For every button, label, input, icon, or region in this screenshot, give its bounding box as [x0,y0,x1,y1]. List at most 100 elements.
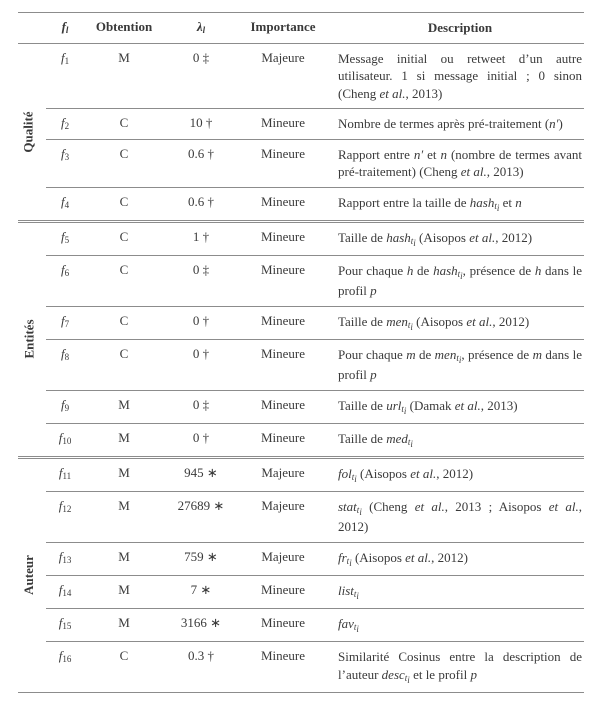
cell-lambda: 945 ∗ [164,459,238,487]
gutter [18,13,46,43]
cell-lambda: 0 † [164,424,238,452]
cell-lambda: 27689 ∗ [164,492,238,520]
cell-f: f1 [46,44,84,72]
cell-obtention: C [84,642,164,670]
cell-obtention: M [84,44,164,72]
table-row: f2C10 †MineureNombre de termes après pré… [46,108,584,139]
cell-importance: Mineure [238,340,328,368]
cell-description: Rapport entre n′ et n (nombre de termes … [328,140,584,187]
cell-lambda: 0 ‡ [164,44,238,72]
cell-lambda: 10 † [164,109,238,137]
group-label: Auteur [18,459,40,692]
cell-importance: Mineure [238,307,328,335]
cell-obtention: M [84,459,164,487]
cell-obtention: M [84,576,164,604]
col-f: fl [46,13,84,41]
table-cells: f10M0 †MineureTaille de medti [46,423,584,456]
cell-obtention: C [84,307,164,335]
cell-f: f15 [46,609,84,637]
cell-lambda: 7 ∗ [164,576,238,604]
cell-description: frti (Aisopos et al., 2012) [328,543,584,575]
table-cells: f7C0 †MineureTaille de menti (Aisopos et… [46,306,584,339]
table-group: Qualitéf1M0 ‡MajeureMessage initial ou r… [18,43,584,220]
col-description: Description [328,13,584,43]
table-row: f6C0 ‡MineurePour chaque h de hashti, pr… [46,255,584,306]
table-row: f10M0 †MineureTaille de medti [46,423,584,456]
table-cells: f16C0.3 †MineureSimilarité Cosinus entre… [46,641,584,692]
table-row: f11M945 ∗Majeurefolti (Aisopos et al., 2… [46,459,584,491]
cell-description: statti (Cheng et al., 2013 ; Aisopos et … [328,492,584,542]
cell-lambda: 1 † [164,223,238,251]
cell-description: Taille de hashti (Aisopos et al., 2012) [328,223,584,255]
group-label: Entités [18,223,40,456]
table-row: f9M0 ‡MineureTaille de urlti (Damak et a… [46,390,584,423]
col-lambda: λl [164,13,238,41]
cell-importance: Majeure [238,543,328,571]
cell-importance: Mineure [238,223,328,251]
group-rows: f11M945 ∗Majeurefolti (Aisopos et al., 2… [46,459,584,692]
table-row: f8C0 †MineurePour chaque m de menti, pré… [46,339,584,390]
cell-f: f5 [46,223,84,251]
cell-f: f7 [46,307,84,335]
cell-obtention: M [84,609,164,637]
table-group: Entitésf5C1 †MineureTaille de hashti (Ai… [18,220,584,456]
group-gutter: Auteur [18,459,46,692]
cell-lambda: 0.3 † [164,642,238,670]
table-cells: f14M7 ∗Mineurelistti [46,575,584,608]
cell-obtention: C [84,223,164,251]
table-group: Auteurf11M945 ∗Majeurefolti (Aisopos et … [18,456,584,692]
cell-lambda: 3166 ∗ [164,609,238,637]
cell-f: f12 [46,492,84,520]
cell-description: listti [328,576,584,608]
cell-importance: Mineure [238,391,328,419]
table-cells: f6C0 ‡MineurePour chaque h de hashti, pr… [46,255,584,306]
cell-description: Nombre de termes après pré-traitement (n… [328,109,584,139]
cell-f: f11 [46,459,84,487]
table-row: f16C0.3 †MineureSimilarité Cosinus entre… [46,641,584,692]
cell-obtention: C [84,109,164,137]
cell-description: Similarité Cosinus entre la description … [328,642,584,692]
group-gutter: Entités [18,223,46,456]
cell-description: Taille de menti (Aisopos et al., 2012) [328,307,584,339]
cell-importance: Mineure [238,424,328,452]
cell-lambda: 0.6 † [164,140,238,168]
table-cells: f9M0 ‡MineureTaille de urlti (Damak et a… [46,390,584,423]
cell-description: favti [328,609,584,641]
cell-obtention: M [84,492,164,520]
table-row: f14M7 ∗Mineurelistti [46,575,584,608]
cell-f: f4 [46,188,84,216]
cell-lambda: 759 ∗ [164,543,238,571]
table-row: f1M0 ‡MajeureMessage initial ou retweet … [46,44,584,109]
table-header: flObtentionλlImportanceDescription [18,12,584,43]
table-cells: f8C0 †MineurePour chaque m de menti, pré… [46,339,584,390]
table-cells: f15M3166 ∗Mineurefavti [46,608,584,641]
cell-obtention: C [84,188,164,216]
table-cells: f12M27689 ∗Majeurestatti (Cheng et al., … [46,491,584,542]
table-cells: f2C10 †MineureNombre de termes après pré… [46,108,584,139]
cell-importance: Mineure [238,140,328,168]
group-rows: f5C1 †MineureTaille de hashti (Aisopos e… [46,223,584,456]
cell-description: folti (Aisopos et al., 2012) [328,459,584,491]
cell-f: f6 [46,256,84,284]
cell-description: Rapport entre la taille de hashti et n [328,188,584,220]
cell-f: f2 [46,109,84,137]
cell-lambda: 0 † [164,340,238,368]
table-cells: f5C1 †MineureTaille de hashti (Aisopos e… [46,223,584,255]
table-row: f12M27689 ∗Majeurestatti (Cheng et al., … [46,491,584,542]
cell-importance: Mineure [238,256,328,284]
cell-description: Taille de medti [328,424,584,456]
cell-description: Message initial ou retweet d’un autre ut… [328,44,584,109]
col-obtention: Obtention [84,13,164,41]
table-row: f3C0.6 †MineureRapport entre n′ et n (no… [46,139,584,187]
cell-lambda: 0 † [164,307,238,335]
cell-importance: Majeure [238,492,328,520]
cell-f: f16 [46,642,84,670]
table-row: f4C0.6 †MineureRapport entre la taille d… [46,187,584,220]
table-cells: f1M0 ‡MajeureMessage initial ou retweet … [46,44,584,109]
cell-importance: Majeure [238,459,328,487]
cell-obtention: M [84,424,164,452]
cell-f: f8 [46,340,84,368]
cell-importance: Mineure [238,642,328,670]
table-cells: f4C0.6 †MineureRapport entre la taille d… [46,187,584,220]
col-importance: Importance [238,13,328,41]
